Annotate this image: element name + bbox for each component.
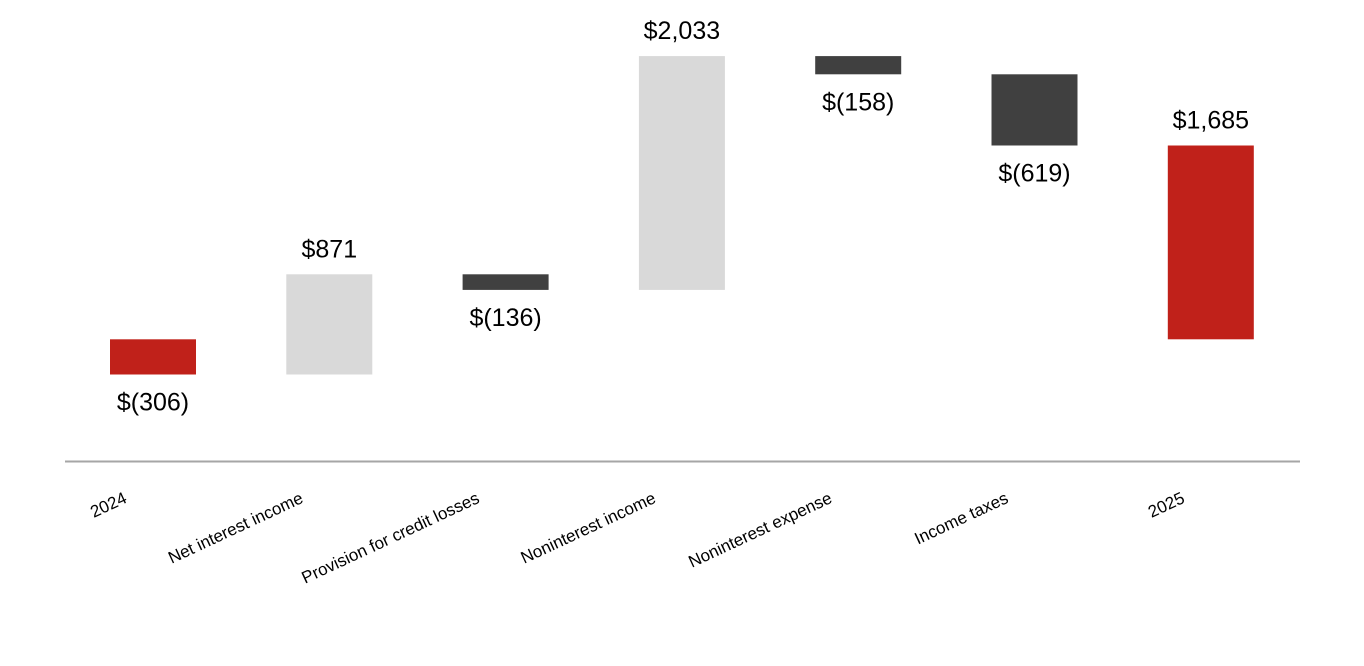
data-label-2: $(136) — [469, 304, 541, 332]
x-tick-label-6: 2025 — [1145, 488, 1187, 521]
data-label-6: $1,685 — [1173, 107, 1249, 135]
x-tick-label-0: 2024 — [87, 488, 129, 521]
data-label-4: $(158) — [822, 88, 894, 116]
bar-2 — [462, 274, 549, 290]
data-label-0: $(306) — [117, 388, 189, 416]
data-label-5: $(619) — [998, 160, 1070, 188]
bar-1 — [286, 274, 373, 375]
x-tick-label-2: Provision for credit losses — [299, 488, 483, 587]
bar-4 — [815, 56, 902, 75]
x-tick-label-4: Noninterest expense — [686, 488, 835, 571]
bar-5 — [991, 74, 1078, 146]
data-labels-group: $(306) $871 $(136) $2,033 $(158) $(619) $1,685 — [117, 17, 1249, 416]
x-tick-label-1: Net interest income — [165, 488, 306, 567]
data-label-1: $871 — [301, 235, 357, 263]
x-tick-label-3: Noninterest income — [518, 488, 659, 567]
x-tick-label-5: Income taxes — [912, 488, 1012, 548]
bar-0 — [110, 339, 196, 375]
data-label-3: $2,033 — [644, 17, 720, 45]
bar-6 — [1167, 145, 1254, 340]
bars-group — [110, 56, 1254, 375]
bar-3 — [638, 56, 725, 290]
